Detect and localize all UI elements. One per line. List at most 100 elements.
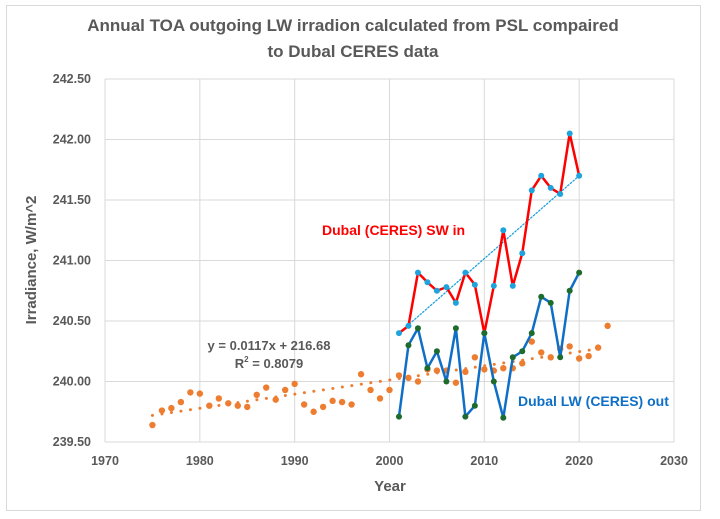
data-point-series-0 — [481, 366, 488, 373]
data-point-series-2 — [462, 413, 469, 420]
data-point-series-0 — [500, 364, 507, 372]
data-point-series-0 — [187, 389, 194, 396]
data-point-series-0 — [357, 371, 365, 378]
x-tick-label: 2030 — [660, 454, 688, 468]
data-point-series-0 — [158, 407, 166, 414]
x-tick-label: 1980 — [186, 454, 214, 468]
data-point-series-1 — [576, 172, 583, 179]
chart-frame — [6, 5, 701, 511]
data-point-series-0 — [149, 421, 156, 429]
data-point-series-0 — [338, 398, 346, 406]
data-point-series-0 — [244, 403, 251, 411]
label-ceres-sw-in: Dubal (CERES) SW in — [322, 222, 465, 238]
data-point-series-0 — [281, 386, 289, 394]
data-point-series-0 — [585, 352, 592, 360]
data-point-series-0 — [386, 386, 393, 394]
data-point-series-2 — [481, 330, 488, 337]
data-point-series-0 — [177, 398, 185, 406]
data-point-series-0 — [329, 397, 336, 405]
data-point-series-0 — [253, 391, 260, 399]
data-point-series-2 — [424, 365, 431, 372]
data-point-series-1 — [433, 287, 440, 294]
data-point-series-0 — [310, 408, 317, 415]
data-point-series-2 — [576, 269, 583, 276]
data-point-series-0 — [206, 402, 213, 409]
chart-title-line-1: Annual TOA outgoing LW irradion calculat… — [87, 16, 618, 35]
data-point-series-0 — [376, 395, 384, 402]
y-tick-label: 239.50 — [53, 435, 91, 449]
data-point-series-1 — [547, 184, 554, 191]
data-point-series-2 — [538, 293, 545, 300]
data-point-series-2 — [452, 325, 459, 332]
data-point-series-1 — [414, 269, 421, 276]
data-point-series-0 — [348, 401, 355, 408]
y-tick-label: 240.50 — [53, 314, 91, 328]
data-point-series-0 — [594, 344, 602, 351]
y-tick-label: 241.00 — [53, 254, 91, 268]
data-point-series-0 — [452, 379, 460, 386]
data-point-series-2 — [519, 348, 526, 355]
data-point-series-1 — [538, 172, 545, 179]
trendline-series-1 — [398, 175, 580, 334]
data-point-series-0 — [604, 322, 611, 330]
data-point-series-0 — [300, 401, 308, 408]
r2-label: R — [235, 356, 245, 371]
data-point-series-0 — [433, 367, 441, 374]
data-point-series-1 — [566, 130, 573, 137]
data-point-series-0 — [319, 403, 327, 411]
data-point-series-0 — [575, 355, 583, 362]
data-point-series-0 — [168, 404, 175, 412]
series-layer — [149, 130, 611, 429]
data-point-series-1 — [500, 227, 507, 234]
r2-superscript: 2 — [244, 355, 249, 364]
data-point-series-2 — [566, 287, 573, 294]
data-point-series-1 — [471, 281, 478, 288]
data-point-series-0 — [414, 378, 422, 385]
y-axis-ticks: 239.50 240.00 240.50 241.00 241.50 242.00 242.… — [53, 72, 91, 449]
data-point-series-2 — [500, 414, 507, 421]
data-point-series-1 — [424, 279, 431, 286]
data-point-series-1 — [509, 282, 516, 289]
x-tick-label: 2000 — [376, 454, 404, 468]
data-point-series-0 — [272, 396, 279, 403]
trendline-series-0 — [150, 347, 600, 417]
data-point-series-1 — [452, 299, 459, 306]
y-axis-title: Irradiance, W/m^2 — [23, 196, 40, 325]
x-tick-label: 2010 — [470, 454, 498, 468]
data-point-series-0 — [528, 338, 535, 345]
chart-title-line-2: to Dubal CERES data — [268, 42, 440, 61]
data-point-series-1 — [405, 322, 412, 329]
label-ceres-lw-out: Dubal LW (CERES) out — [518, 393, 669, 409]
data-point-series-2 — [443, 378, 450, 385]
x-tick-label: 1970 — [91, 454, 119, 468]
data-point-series-1 — [519, 250, 526, 257]
data-point-series-0 — [405, 374, 412, 382]
x-tick-label: 2020 — [565, 454, 593, 468]
data-point-series-0 — [291, 380, 298, 388]
data-point-series-0 — [395, 372, 403, 379]
data-point-series-0 — [471, 354, 479, 361]
trendline-equation: y = 0.0117x + 216.68 — [208, 338, 331, 353]
data-point-series-1 — [557, 190, 564, 197]
data-point-series-0 — [538, 349, 545, 356]
data-point-series-1 — [462, 269, 469, 276]
data-point-series-0 — [519, 360, 526, 367]
data-point-series-1 — [395, 330, 402, 337]
x-axis-ticks: 1970 1980 1990 2000 2010 2020 2030 — [91, 454, 688, 468]
gridlines — [104, 78, 675, 443]
data-point-series-1 — [528, 187, 535, 194]
data-point-series-2 — [405, 342, 412, 349]
data-point-series-2 — [471, 402, 478, 409]
data-point-series-0 — [225, 400, 232, 407]
r2-value: = 0.8079 — [249, 356, 304, 371]
data-point-series-2 — [395, 413, 402, 420]
data-point-series-2 — [528, 330, 535, 337]
y-tick-label: 242.00 — [53, 133, 91, 147]
data-point-series-0 — [367, 386, 374, 394]
data-point-series-2 — [490, 378, 497, 385]
data-point-series-2 — [557, 354, 564, 361]
data-point-series-0 — [215, 395, 222, 402]
data-point-series-2 — [509, 354, 516, 361]
data-point-series-2 — [433, 348, 440, 355]
data-point-series-1 — [443, 284, 450, 291]
